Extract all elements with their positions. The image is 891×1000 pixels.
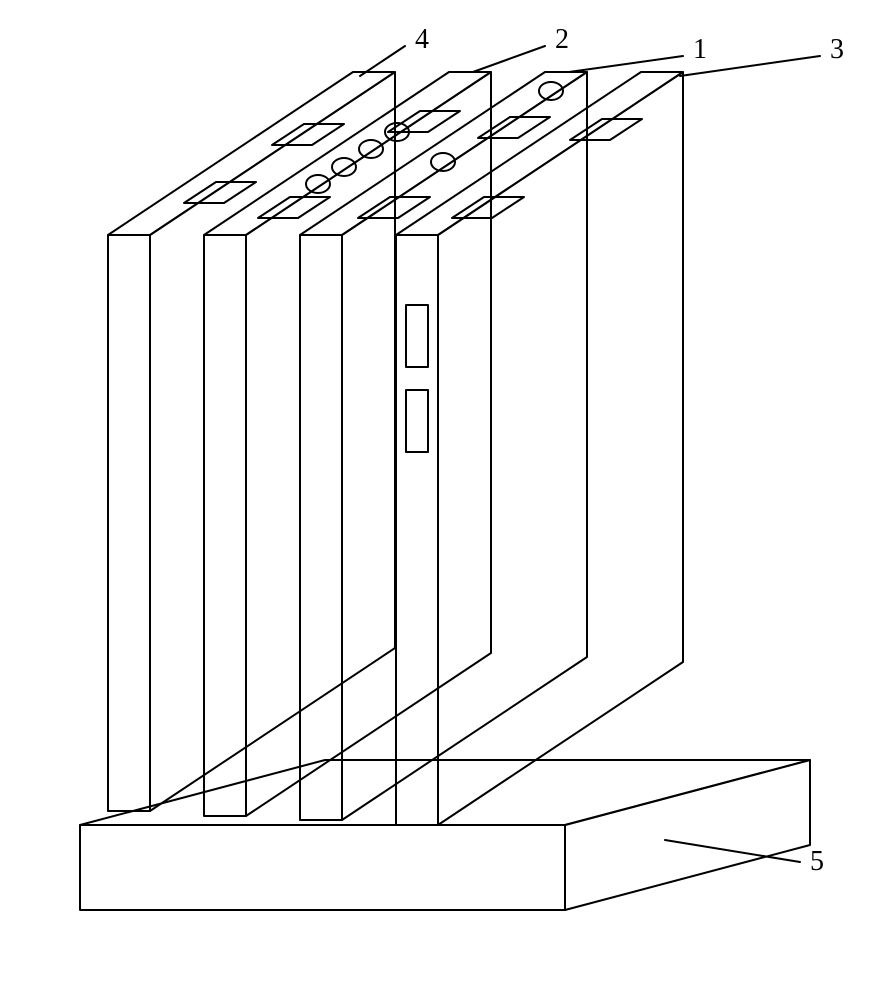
label-5: 5 (810, 846, 824, 877)
base-plate (80, 760, 810, 910)
label-1: 1 (693, 34, 707, 65)
labels: 4 2 1 3 5 (415, 24, 844, 877)
label-4: 4 (415, 24, 429, 55)
slab-1 (300, 72, 587, 820)
slab-4 (108, 72, 395, 811)
leader-lines (360, 46, 820, 862)
slab-3 (396, 72, 683, 825)
label-2: 2 (555, 24, 569, 55)
diagram-svg: 4 2 1 3 5 (0, 0, 891, 1000)
label-3: 3 (830, 34, 844, 65)
slab-2 (204, 72, 491, 816)
